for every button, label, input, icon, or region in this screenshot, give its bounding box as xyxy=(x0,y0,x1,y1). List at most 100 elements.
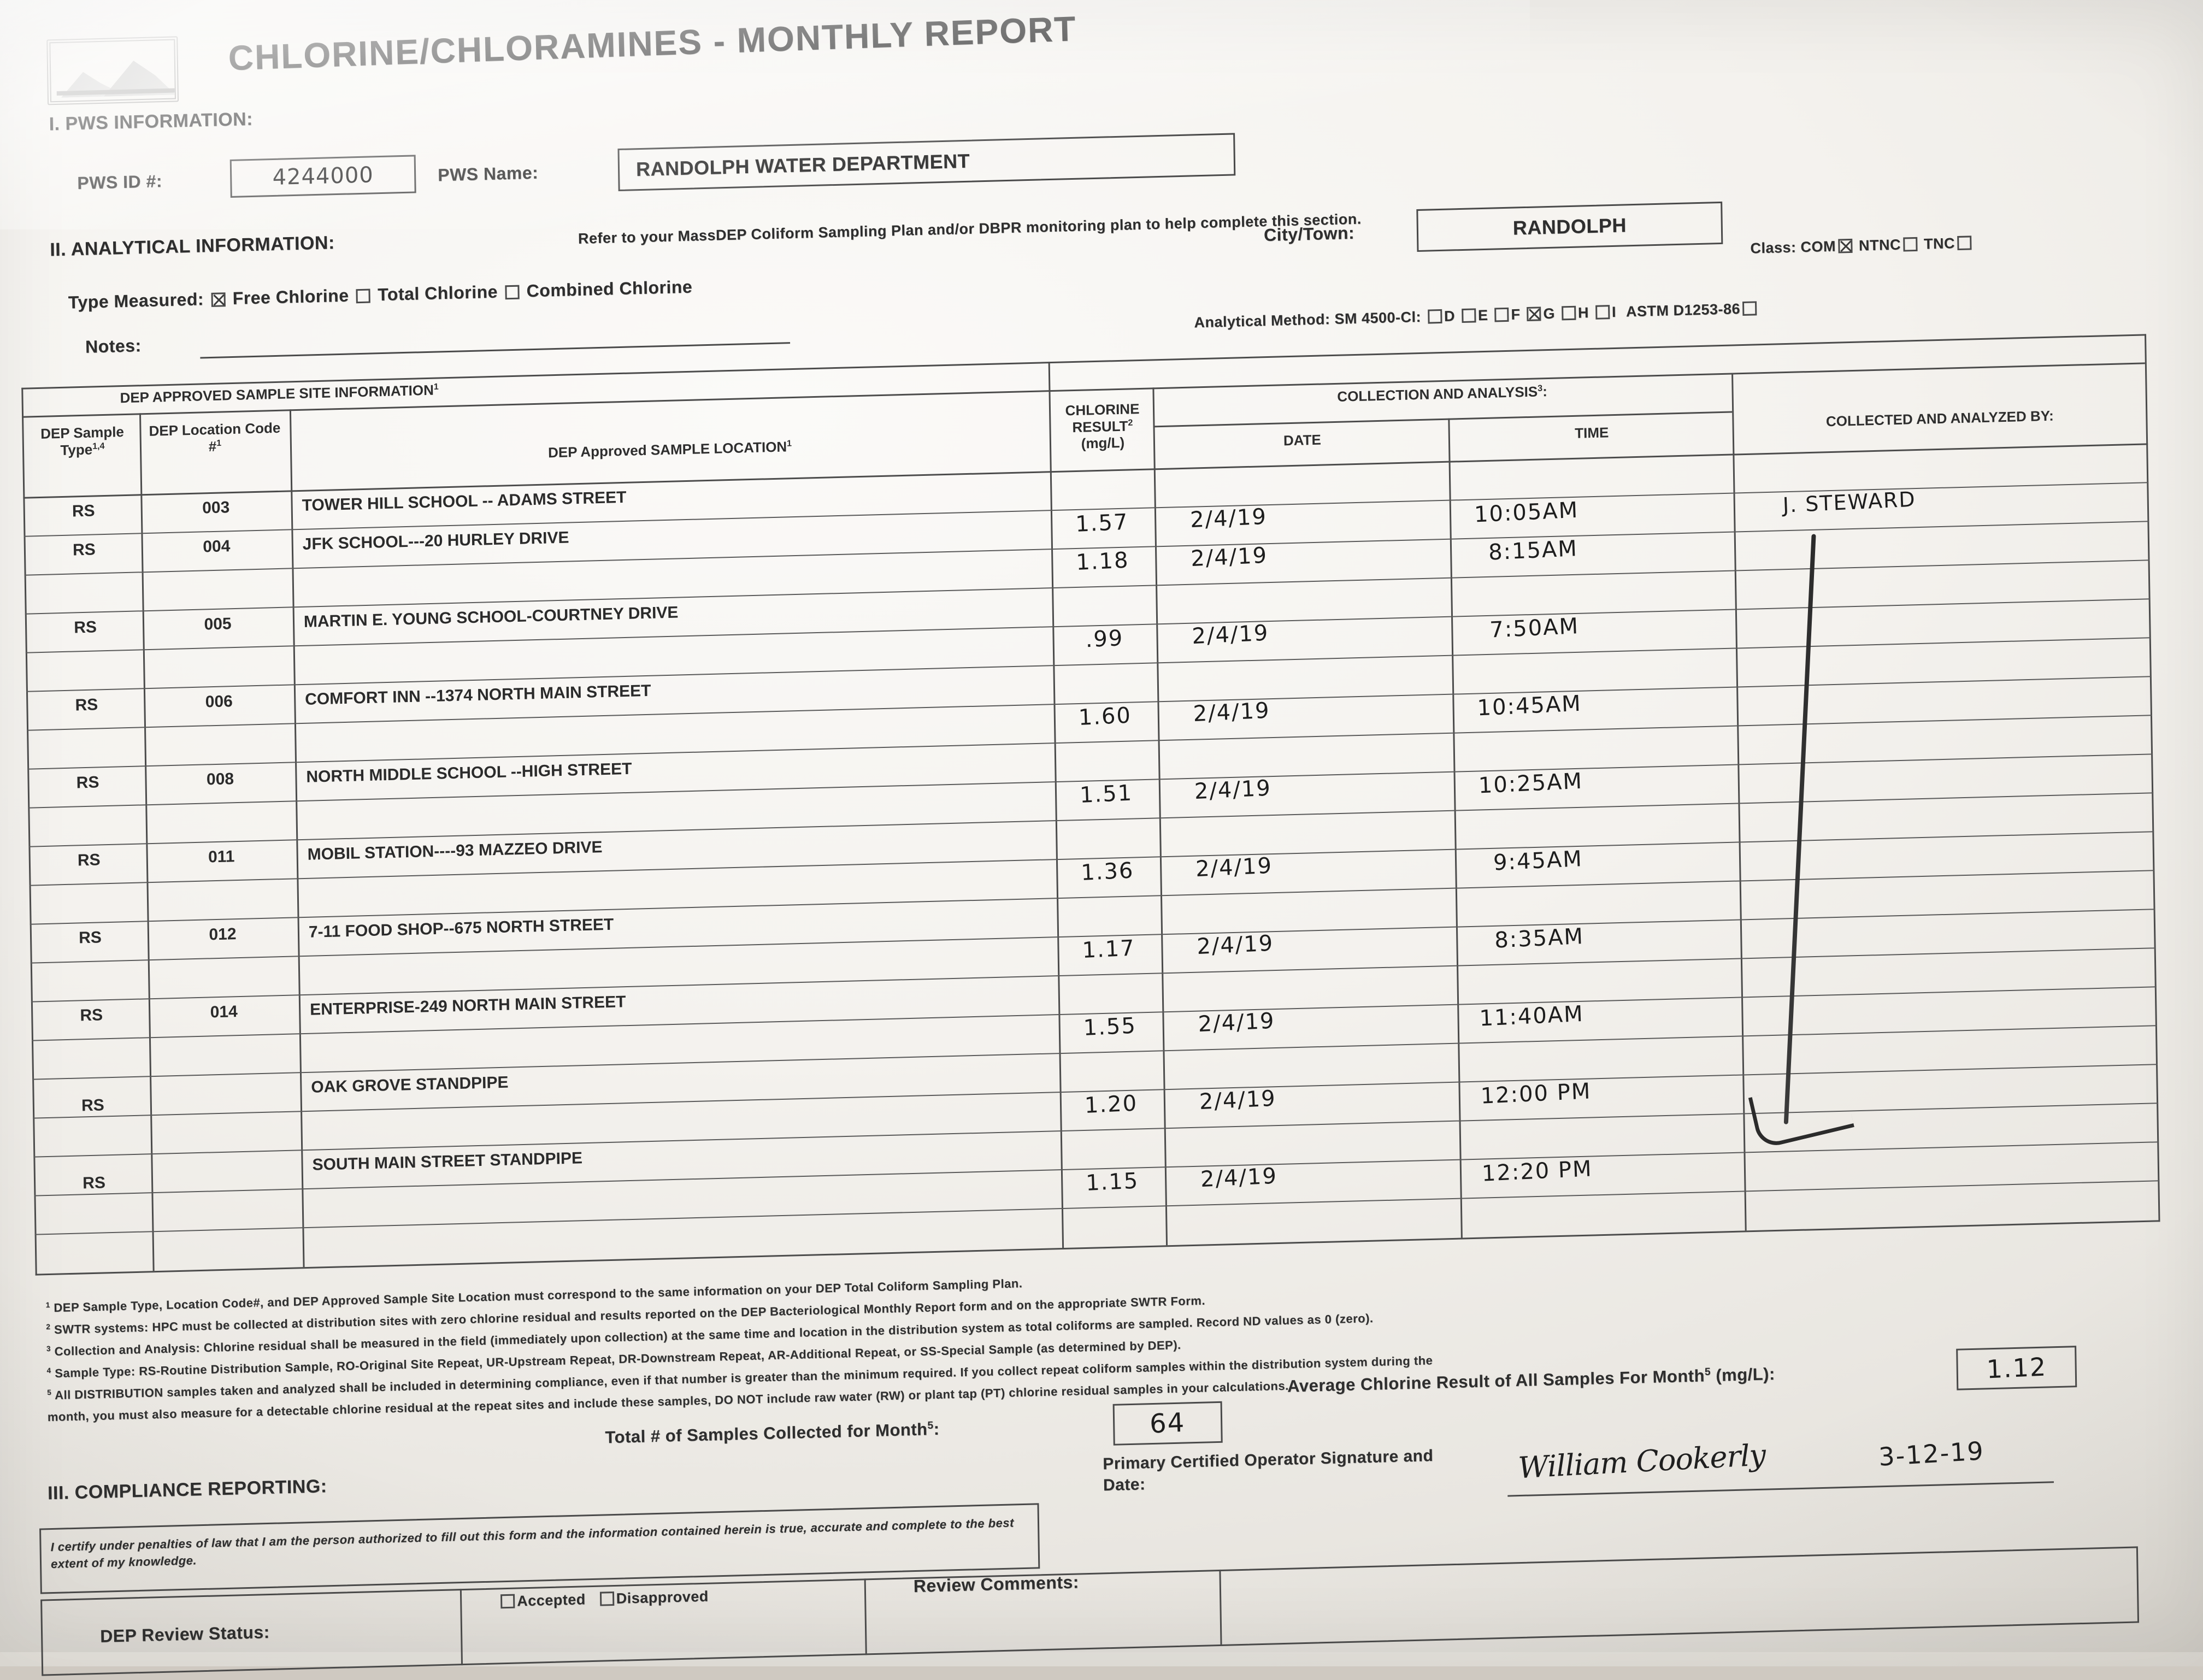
method-h-label: H xyxy=(1577,304,1589,321)
free-chlorine-label: Free Chlorine xyxy=(232,285,349,308)
page-title: CHLORINE/CHLORAMINES - MONTHLY REPORT xyxy=(227,9,1077,78)
footnote-marker: 5 xyxy=(47,1388,52,1397)
total-chlorine-checkbox[interactable] xyxy=(356,288,371,304)
table-row[interactable]: 1.60 xyxy=(1078,703,1132,730)
pws-name-label: PWS Name: xyxy=(437,162,539,185)
table-row[interactable]: 8:35AM xyxy=(1494,924,1584,953)
class-group: Class: COM NTNC TNC xyxy=(1750,234,1974,257)
class-option-tnc-label: TNC xyxy=(1923,235,1955,252)
method-f-checkbox[interactable] xyxy=(1494,307,1509,322)
table-row[interactable]: 2/4/19 xyxy=(1197,1008,1276,1038)
col-header-location-code-text: DEP Location Code # xyxy=(149,419,281,455)
col-header-location-sup: 1 xyxy=(786,438,792,449)
table-row[interactable]: 1.18 xyxy=(1075,547,1130,576)
analytical-method-group: Analytical Method: SM 4500-Cl: D E F G H… xyxy=(1194,300,1759,331)
operator-signature-value[interactable]: William Cookerly xyxy=(1517,1437,1766,1486)
table-row[interactable]: 1.51 xyxy=(1079,780,1133,808)
table-row[interactable]: 2/4/19 xyxy=(1195,853,1273,882)
table-row: 008 xyxy=(206,770,234,789)
operator-signature-label: Primary Certified Operator Signature and… xyxy=(1103,1447,1434,1495)
table-row[interactable]: 2/4/19 xyxy=(1199,1086,1277,1115)
class-option-com-checkbox[interactable] xyxy=(1837,238,1853,254)
review-comments-label: Review Comments: xyxy=(913,1572,1080,1596)
method-e-label: E xyxy=(1477,306,1488,324)
table-row[interactable]: 9:45AM xyxy=(1493,846,1583,876)
table-row: 003 xyxy=(202,498,230,517)
table-row[interactable]: 2/4/19 xyxy=(1189,504,1268,533)
total-samples-group: Total # of Samples Collected for Month5: xyxy=(605,1419,940,1447)
table-row[interactable]: 1.36 xyxy=(1080,858,1135,886)
table-row[interactable]: 1.57 xyxy=(1075,509,1129,538)
table-row[interactable]: 7:50AM xyxy=(1489,614,1580,643)
table-row: MARTIN E. YOUNG SCHOOL-COURTNEY DRIVE xyxy=(303,603,679,631)
city-town-field[interactable]: RANDOLPH xyxy=(1416,201,1723,252)
total-samples-sup: 5 xyxy=(927,1419,934,1432)
col-header-result-sup: 2 xyxy=(1128,417,1133,428)
free-chlorine-checkbox[interactable] xyxy=(211,292,226,307)
pws-id-field[interactable]: 4244000 xyxy=(229,155,416,198)
review-disapproved-checkbox[interactable] xyxy=(599,1591,614,1606)
combined-chlorine-checkbox[interactable] xyxy=(505,285,520,300)
table-row: 011 xyxy=(208,847,235,866)
method-astm-label: ASTM D1253-86 xyxy=(1625,300,1741,320)
pws-id-label: PWS ID #: xyxy=(77,171,163,193)
group-header-site-sup: 1 xyxy=(433,381,439,392)
method-astm-checkbox[interactable] xyxy=(1742,301,1757,316)
average-result-sup: 5 xyxy=(1704,1366,1711,1378)
method-i-checkbox[interactable] xyxy=(1595,305,1610,320)
section-1-heading: I. PWS INFORMATION: xyxy=(49,108,254,135)
table-row[interactable]: 11:40AM xyxy=(1479,1001,1584,1031)
group-header-collection-text: COLLECTION AND ANALYSIS xyxy=(1337,383,1538,405)
col-header-time: TIME xyxy=(1574,424,1609,441)
table-row xyxy=(157,1169,296,1172)
table-row: RS xyxy=(83,1174,106,1193)
table-row[interactable]: 2/4/19 xyxy=(1190,543,1268,572)
method-h-checkbox[interactable] xyxy=(1561,305,1576,321)
table-row[interactable]: 2/4/19 xyxy=(1200,1163,1278,1193)
table-row: RS xyxy=(78,928,102,947)
table-row[interactable]: 12:00 PM xyxy=(1480,1078,1592,1109)
table-row[interactable]: 2/4/19 xyxy=(1196,930,1274,960)
class-option-tnc-checkbox[interactable] xyxy=(1957,235,1972,251)
table-row: NORTH MIDDLE SCHOOL --HIGH STREET xyxy=(306,759,632,786)
operator-signature-date[interactable]: 3-12-19 xyxy=(1877,1436,1985,1472)
review-accepted-checkbox[interactable] xyxy=(500,1594,515,1609)
table-row[interactable]: 1.55 xyxy=(1082,1013,1137,1041)
method-d-checkbox[interactable] xyxy=(1427,309,1442,324)
table-row[interactable]: 2/4/19 xyxy=(1194,775,1272,805)
col-header-collected-by: COLLECTED AND ANALYZED BY: xyxy=(1825,407,2054,430)
table-row[interactable]: .99 xyxy=(1085,626,1124,653)
col-header-sample-type-text: DEP Sample Type xyxy=(40,423,125,458)
table-row[interactable]: 10:05AM xyxy=(1474,497,1579,528)
total-samples-label: Total # of Samples Collected for Month xyxy=(605,1419,928,1447)
method-g-checkbox[interactable] xyxy=(1527,306,1541,321)
pws-name-field[interactable]: RANDOLPH WATER DEPARTMENT xyxy=(617,133,1236,192)
class-option-ntnc-checkbox[interactable] xyxy=(1902,237,1918,252)
pws-id-value: 4244000 xyxy=(272,162,374,191)
review-disapproved-label: Disapproved xyxy=(616,1588,709,1607)
col-header-sample-type-sup: 1,4 xyxy=(92,440,105,451)
table-row[interactable]: 2/4/19 xyxy=(1191,620,1270,650)
total-samples-value: 64 xyxy=(1149,1407,1186,1440)
average-result-field[interactable]: 1.12 xyxy=(1956,1346,2077,1390)
table-row[interactable]: 1.17 xyxy=(1081,935,1136,963)
table-row[interactable]: 8:15AM xyxy=(1488,536,1578,565)
table-row[interactable]: 1.15 xyxy=(1085,1168,1140,1196)
method-e-checkbox[interactable] xyxy=(1461,308,1476,323)
table-row[interactable]: 12:20 PM xyxy=(1481,1156,1593,1187)
footnote-marker: 1 xyxy=(45,1300,50,1310)
type-measured-group: Type Measured: Free Chlorine Total Chlor… xyxy=(68,277,693,313)
average-result-label: Average Chlorine Result of All Samples F… xyxy=(1287,1366,1705,1396)
table-row: COMFORT INN --1374 NORTH MAIN STREET xyxy=(304,681,651,709)
table-row[interactable]: 2/4/19 xyxy=(1192,698,1271,727)
table-row: ENTERPRISE-249 NORTH MAIN STREET xyxy=(309,993,626,1019)
table-row: RS xyxy=(80,1006,103,1025)
table-row[interactable]: 10:45AM xyxy=(1476,691,1582,721)
notes-input[interactable] xyxy=(200,342,791,359)
col-header-result: CHLORINE RESULT2 (mg/L) xyxy=(1055,400,1151,453)
table-row[interactable]: 1.20 xyxy=(1084,1090,1138,1118)
table-row[interactable]: 10:25AM xyxy=(1478,768,1583,799)
total-samples-field[interactable]: 64 xyxy=(1112,1401,1223,1446)
total-chlorine-label: Total Chlorine xyxy=(377,281,498,305)
